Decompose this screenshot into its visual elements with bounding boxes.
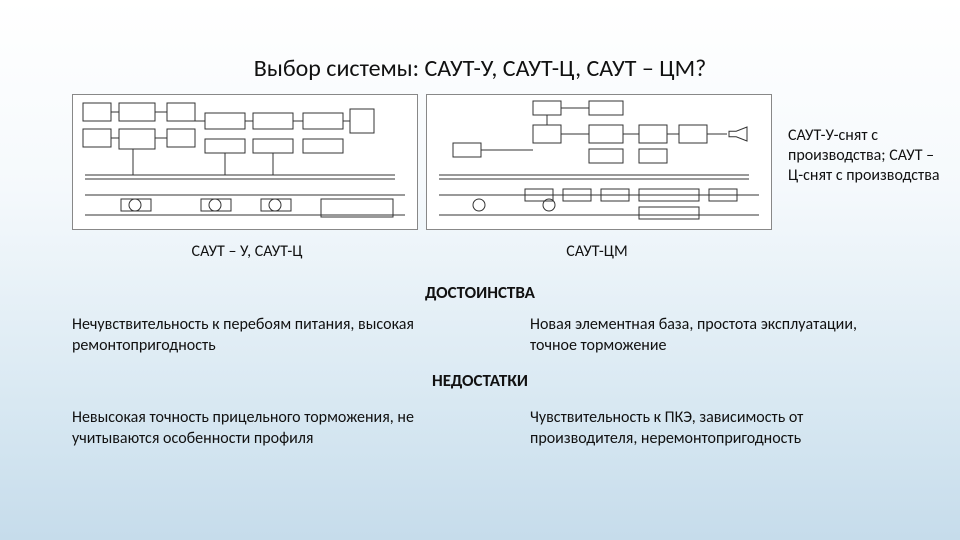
diagram-left — [72, 94, 418, 230]
advantages-left: Нечувствительность к перебоям питания, в… — [72, 315, 430, 357]
advantages-header: ДОСТОИНСТВА — [0, 282, 960, 303]
production-status-note: САУТ-У-снят с производства; САУТ –Ц-снят… — [788, 126, 948, 186]
diagram-label-left: САУТ – У, САУТ-Ц — [72, 242, 422, 261]
diagram-labels-row: САУТ – У, САУТ-Ц САУТ-ЦМ — [72, 242, 772, 261]
schematic-left — [73, 95, 417, 229]
diagrams-row — [72, 94, 772, 230]
disadvantages-right: Чувствительность к ПКЭ, зависимость от п… — [530, 408, 888, 450]
advantages-right: Новая элементная база, простота эксплуат… — [530, 315, 888, 357]
advantages-row: Нечувствительность к перебоям питания, в… — [72, 315, 888, 357]
disadvantages-header: НЕДОСТАТКИ — [0, 370, 960, 391]
slide-title: Выбор системы: САУТ-У, САУТ-Ц, САУТ – ЦМ… — [0, 54, 960, 83]
disadvantages-left: Невысокая точность прицельного торможени… — [72, 408, 430, 450]
diagram-right — [426, 94, 772, 230]
schematic-right — [427, 95, 771, 229]
diagram-label-right: САУТ-ЦМ — [422, 242, 772, 261]
disadvantages-row: Невысокая точность прицельного торможени… — [72, 408, 888, 450]
